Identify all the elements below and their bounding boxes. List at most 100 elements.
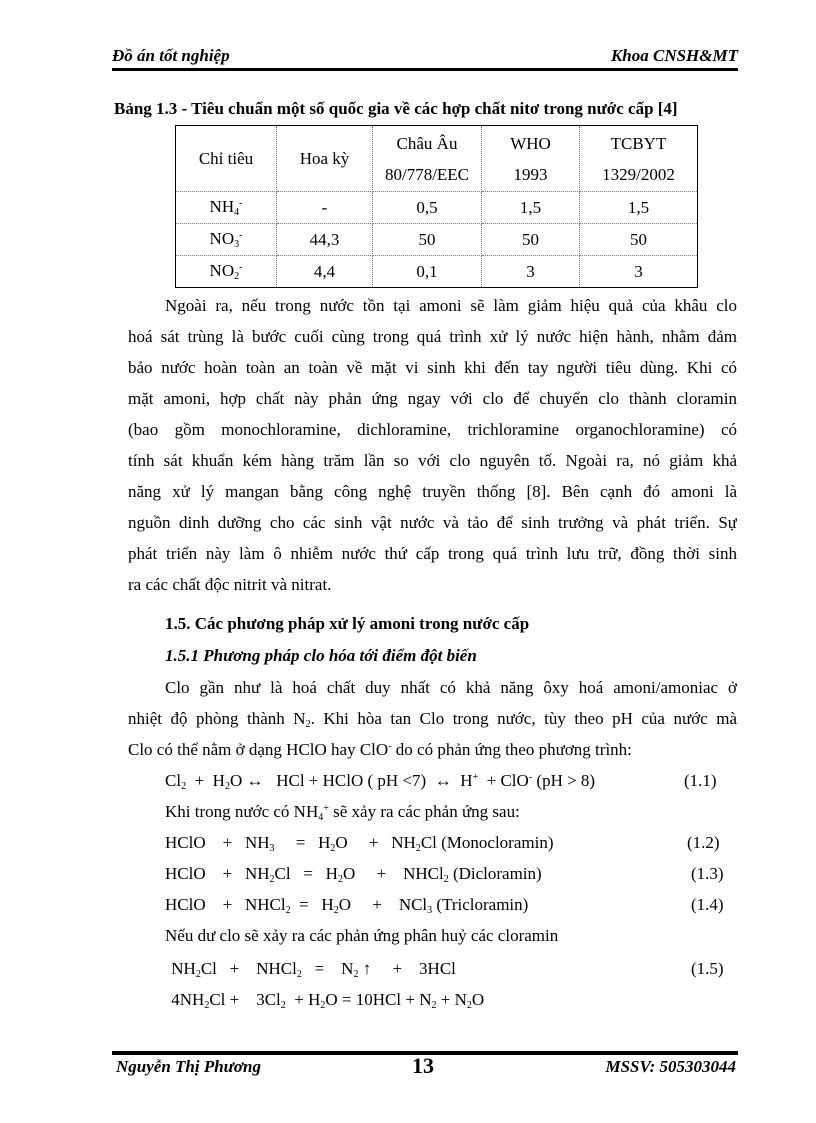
table-cell: 1,5 bbox=[579, 191, 698, 224]
row-label-sup: - bbox=[239, 230, 243, 241]
table-cell: 50 bbox=[579, 223, 698, 256]
header-cell-line: 80/778/EEC bbox=[384, 164, 470, 184]
text-run: . Khi hòa tan Clo trong nước, tùy theo p… bbox=[310, 709, 737, 728]
subscript: 2 bbox=[296, 969, 302, 980]
text-run: = N bbox=[301, 959, 354, 978]
superscript: + bbox=[472, 772, 479, 783]
text-run: HClO + NH bbox=[165, 833, 270, 852]
text-run: Cl = H bbox=[274, 864, 338, 883]
subscript: 2 bbox=[330, 843, 336, 854]
equation-line: Nếu dư clo sẽ xảy ra các phản ứng phân h… bbox=[165, 926, 558, 946]
equation-number: (1.5) bbox=[691, 959, 724, 978]
page-header: Đồ án tốt nghiệp Khoa CNSH&MT bbox=[112, 46, 738, 68]
header-right: Khoa CNSH&MT bbox=[610, 46, 738, 65]
text-run: NH bbox=[167, 959, 196, 978]
text-run: O + NHCl bbox=[342, 864, 444, 883]
paragraph-line: Clo gần như là hoá chất duy nhất có khả … bbox=[165, 678, 737, 704]
subscript: 2 bbox=[431, 1000, 437, 1011]
table-row: NH4- -0,5 1,5 1,5 bbox=[175, 191, 698, 224]
header-rule bbox=[112, 68, 738, 71]
table-cell: 50 bbox=[372, 223, 482, 256]
table-cell: 50 bbox=[481, 223, 580, 256]
text-run: Clo có thể nằm ở dạng HClO hay ClO bbox=[128, 740, 389, 759]
row-label-cell: NO2- bbox=[175, 255, 277, 288]
text-run: + ClO bbox=[478, 771, 529, 790]
row-label-sub: 4 bbox=[234, 207, 240, 218]
row-label-sup: - bbox=[239, 198, 243, 209]
subscript: 2 bbox=[195, 969, 201, 980]
subscript: 3 bbox=[427, 905, 433, 916]
equation-line: Cl2 + H2O ↔ HCl + HClO ( pH <7) ↔ H+ + C… bbox=[165, 771, 595, 792]
footer-student-id: MSSV: 505303044 bbox=[605, 1057, 736, 1076]
subscript: 2 bbox=[466, 1000, 472, 1011]
text-run: Khi trong nước có NH bbox=[165, 802, 319, 821]
subscript: 2 bbox=[337, 874, 343, 885]
footer-author: Nguyễn Thị Phương bbox=[116, 1057, 261, 1076]
text-run: Clo gần như là hoá chất duy nhất có khả … bbox=[165, 678, 737, 697]
row-label-base: NO bbox=[209, 229, 235, 248]
subscript: 2 bbox=[320, 1000, 326, 1011]
text-run: = H bbox=[274, 833, 331, 852]
subscript: 2 bbox=[305, 719, 311, 730]
section-heading: 1.5. Các phương pháp xử lý amoni trong n… bbox=[165, 614, 530, 633]
text-run: Cl bbox=[165, 771, 182, 790]
table-cell: 3 bbox=[481, 255, 580, 288]
header-left: Đồ án tốt nghiệp bbox=[112, 46, 230, 65]
subscript: 2 bbox=[204, 1000, 210, 1011]
table-cell: 4,4 bbox=[276, 255, 373, 288]
equation-line: HClO + NH2Cl = H2O + NHCl2 (Dicloramin) bbox=[165, 864, 542, 885]
text-run: HClO + NH bbox=[165, 864, 270, 883]
table-row: NO2- 4,4 0,1 3 3 bbox=[175, 255, 698, 288]
text-run: ↑ + 3HCl bbox=[358, 959, 456, 978]
subscript: 2 bbox=[280, 1000, 286, 1011]
table-cell: 3 bbox=[579, 255, 698, 288]
text-run: Cl (Monocloramin) bbox=[420, 833, 554, 852]
nitrogen-standards-table: Chỉ tiêu Hoa kỳ Châu Âu 80/778/EEC WHO 1993 TC… bbox=[175, 125, 698, 288]
text-run: O ↔ HCl + HClO ( pH <7) ↔ H bbox=[229, 771, 473, 790]
paragraph-line: Clo có thể nằm ở dạng HClO hay ClO- do c… bbox=[128, 740, 737, 760]
row-label-cell: NO3- bbox=[175, 223, 277, 256]
header-cell-line: Chỉ tiêu bbox=[198, 149, 254, 168]
text-run: Cl + NHCl bbox=[200, 959, 297, 978]
header-cell-line: WHO bbox=[510, 133, 551, 153]
text-run: Nếu dư clo sẽ xảy ra các phản ứng phân h… bbox=[165, 926, 559, 945]
text-run: (Dicloramin) bbox=[448, 864, 542, 883]
header-cell-line: Châu Âu bbox=[396, 133, 458, 153]
paragraph-line: phát triển này làm ô nhiễm nước thứ cấp … bbox=[128, 544, 737, 563]
paragraph-line: ra các chất độc nitrit và nitrat. bbox=[128, 575, 332, 594]
subscript: 4 bbox=[318, 812, 324, 823]
subscript: 3 bbox=[269, 843, 275, 854]
table-header-row: Chỉ tiêu Hoa kỳ Châu Âu 80/778/EEC WHO 1993 TC… bbox=[175, 125, 698, 192]
row-label-sub: 2 bbox=[234, 271, 240, 282]
equation-line: Khi trong nước có NH4+ sẽ xảy ra các phả… bbox=[165, 802, 520, 823]
text-run: do có phản ứng theo phương trình: bbox=[391, 740, 632, 759]
row-label-base: NO bbox=[209, 261, 235, 280]
header-cell: Hoa kỳ bbox=[276, 125, 373, 192]
table-caption: Bảng 1.3 - Tiêu chuẩn một số quốc gia về… bbox=[114, 99, 678, 118]
text-run: sẽ xảy ra các phản ứng sau: bbox=[328, 802, 520, 821]
equation-line: HClO + NH3 = H2O + NH2Cl (Monocloramin) bbox=[165, 833, 553, 854]
text-run: (Tricloramin) bbox=[432, 895, 529, 914]
header-cell: Chỉ tiêu bbox=[175, 125, 277, 192]
superscript: + bbox=[323, 803, 329, 814]
row-label-base: NH bbox=[209, 197, 235, 216]
paragraph-line: tính sát khuẩn kém hàng trăm lần so với … bbox=[128, 451, 737, 470]
equation-line: NH2Cl + NHCl2 = N2 ↑ + 3HCl bbox=[167, 959, 456, 980]
table-cell: 0,5 bbox=[372, 191, 482, 224]
equation-line: HClO + NHCl2 = H2O + NCl3 (Tricloramin) bbox=[165, 895, 528, 916]
subscript: 2 bbox=[443, 874, 449, 885]
text-run: O + NCl bbox=[338, 895, 428, 914]
row-label-cell: NH4- bbox=[175, 191, 277, 224]
text-run: + H bbox=[186, 771, 225, 790]
subsection-heading: 1.5.1 Phương pháp clo hóa tới điểm đột b… bbox=[165, 646, 477, 665]
equation-number: (1.2) bbox=[687, 833, 720, 852]
text-run: nhiệt độ phòng thành N bbox=[128, 709, 306, 728]
paragraph-line: bảo nước hoàn toàn an toàn về mặt vi sin… bbox=[128, 358, 737, 377]
text-run: O bbox=[471, 990, 485, 1009]
subscript: 2 bbox=[285, 905, 291, 916]
text-run: + H bbox=[285, 990, 321, 1009]
text-run: 4NH bbox=[167, 990, 205, 1009]
table-cell: - bbox=[276, 191, 373, 224]
equation-number: (1.1) bbox=[684, 771, 717, 790]
